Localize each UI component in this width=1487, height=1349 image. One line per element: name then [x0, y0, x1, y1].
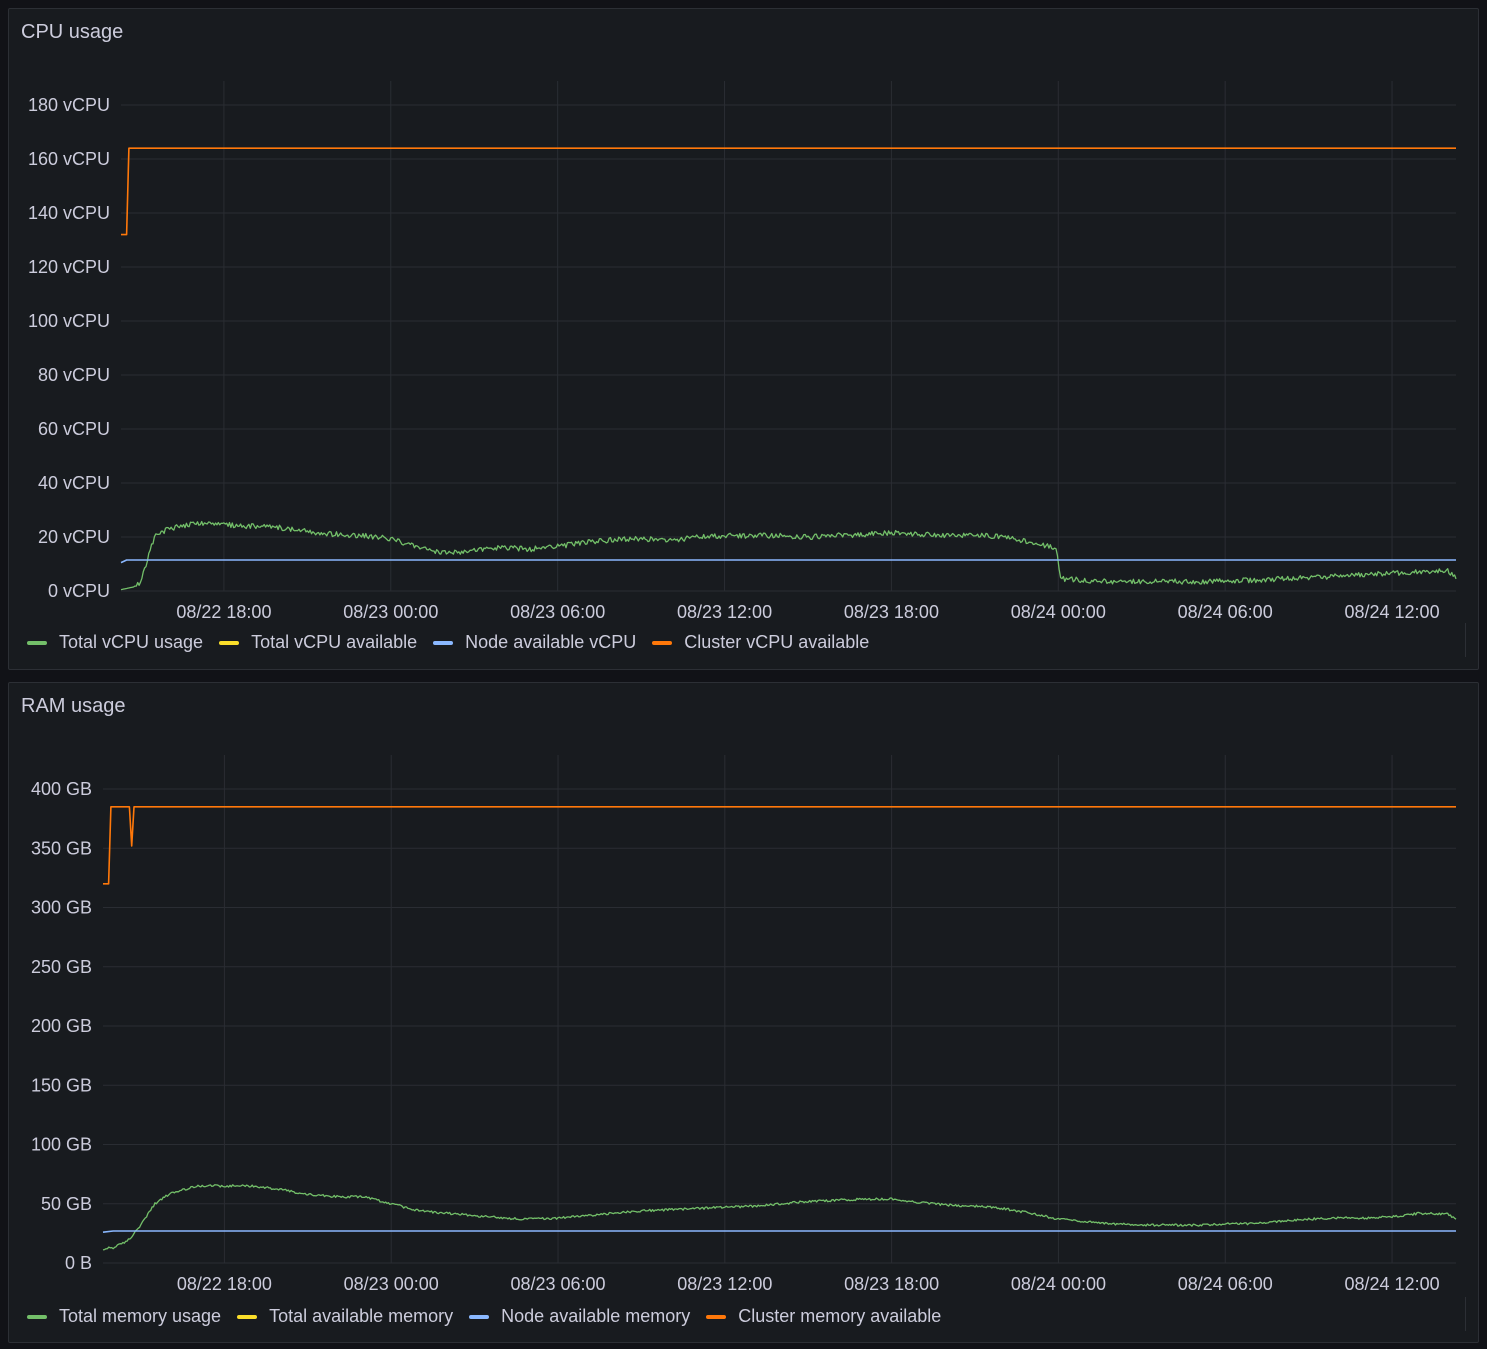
legend-item-total-vcpu-available[interactable]: Total vCPU available — [219, 632, 417, 653]
y-tick-label: 160 vCPU — [28, 149, 110, 169]
y-tick-label: 50 GB — [41, 1194, 92, 1214]
legend-swatch — [219, 640, 240, 645]
legend-label: Node available vCPU — [465, 632, 637, 652]
legend-swatch — [27, 1314, 47, 1319]
legend-divider — [1465, 623, 1466, 657]
panel-title[interactable]: RAM usage — [21, 695, 126, 717]
legend: Total memory usage Total available memor… — [27, 1306, 957, 1327]
y-tick-label: 60 vCPU — [38, 419, 110, 439]
x-tick-label: 08/23 06:00 — [510, 1274, 605, 1294]
y-tick-label: 250 GB — [31, 957, 92, 977]
legend-label: Node available memory — [501, 1306, 691, 1326]
y-tick-label: 40 vCPU — [38, 473, 110, 493]
legend-item-total-memory-usage[interactable]: Total memory usage — [27, 1306, 221, 1327]
legend-swatch — [237, 1314, 258, 1319]
series-line-total-vcpu-usage[interactable] — [120, 520, 1457, 591]
x-tick-label: 08/23 00:00 — [344, 1274, 439, 1294]
y-tick-label: 140 vCPU — [28, 203, 110, 223]
y-tick-label: 120 vCPU — [28, 257, 110, 277]
x-tick-label: 08/24 00:00 — [1011, 1274, 1106, 1294]
y-tick-label: 300 GB — [31, 898, 92, 918]
legend: Total vCPU usage Total vCPU available No… — [27, 632, 885, 653]
y-tick-label: 180 vCPU — [28, 95, 110, 115]
series-line-node-available-vcpu[interactable] — [120, 559, 1456, 564]
x-tick-label: 08/23 18:00 — [844, 1274, 939, 1294]
y-tick-label: 20 vCPU — [38, 527, 110, 547]
legend-item-node-available-vcpu[interactable]: Node available vCPU — [433, 632, 636, 653]
y-tick-label: 100 vCPU — [28, 311, 110, 331]
series-line-cluster-vcpu-available[interactable] — [121, 147, 1456, 236]
legend-label: Cluster memory available — [738, 1306, 942, 1326]
legend-item-cluster-vcpu-available[interactable]: Cluster vCPU available — [652, 632, 869, 653]
x-tick-label: 08/23 00:00 — [343, 602, 438, 622]
legend-label: Total available memory — [269, 1306, 454, 1326]
x-tick-label: 08/22 18:00 — [177, 1274, 272, 1294]
x-tick-label: 08/24 06:00 — [1178, 602, 1273, 622]
x-tick-label: 08/23 12:00 — [677, 602, 772, 622]
legend-item-total-available-memory[interactable]: Total available memory — [237, 1306, 453, 1327]
x-tick-label: 08/23 06:00 — [510, 602, 605, 622]
cpu-usage-panel: CPU usage 0 vCPU 20 vCPU 40 vCPU 60 vCPU 80 … — [8, 8, 1479, 670]
ram-usage-panel: RAM usage 0 B 50 GB 100 GB 150 GB 200 GB 250 … — [8, 682, 1479, 1343]
x-tick-label: 08/24 00:00 — [1011, 602, 1106, 622]
legend-swatch — [27, 640, 47, 645]
x-tick-label: 08/24 12:00 — [1344, 602, 1439, 622]
y-tick-label: 150 GB — [31, 1075, 92, 1095]
y-tick-label: 0 vCPU — [48, 581, 110, 601]
legend-label: Cluster vCPU available — [684, 632, 870, 652]
series-line-cluster-memory-available[interactable] — [103, 806, 1456, 885]
series-line-node-available-memory[interactable] — [102, 1230, 1456, 1233]
x-tick-label: 08/24 06:00 — [1178, 1274, 1273, 1294]
y-tick-label: 200 GB — [31, 1016, 92, 1036]
grid — [103, 755, 1456, 1264]
y-tick-label: 350 GB — [31, 838, 92, 858]
y-tick-label: 0 B — [65, 1253, 92, 1273]
x-tick-label: 08/23 12:00 — [677, 1274, 772, 1294]
ram-usage-chart: 0 B 50 GB 100 GB 150 GB 200 GB 250 GB 300 GB 35… — [31, 755, 1457, 1294]
legend-item-node-available-memory[interactable]: Node available memory — [469, 1306, 690, 1327]
panel-title[interactable]: CPU usage — [21, 21, 124, 43]
legend-swatch — [433, 640, 454, 645]
series-line-total-memory-usage[interactable] — [102, 1184, 1457, 1251]
legend-swatch — [706, 1314, 727, 1319]
cpu-usage-chart: 0 vCPU 20 vCPU 40 vCPU 60 vCPU 80 vCPU 100 vC… — [28, 81, 1457, 622]
grid — [121, 81, 1456, 592]
legend-swatch — [652, 640, 673, 645]
y-tick-label: 80 vCPU — [38, 365, 110, 385]
x-tick-label: 08/23 18:00 — [844, 602, 939, 622]
legend-divider — [1465, 1297, 1466, 1331]
legend-label: Total vCPU usage — [59, 632, 204, 652]
x-tick-label: 08/24 12:00 — [1345, 1274, 1440, 1294]
y-tick-label: 400 GB — [31, 779, 92, 799]
legend-item-total-vcpu-usage[interactable]: Total vCPU usage — [27, 632, 203, 653]
legend-label: Total memory usage — [59, 1306, 222, 1326]
legend-swatch — [469, 1314, 490, 1319]
legend-label: Total vCPU available — [251, 632, 418, 652]
y-tick-label: 100 GB — [31, 1135, 92, 1155]
legend-item-cluster-memory-available[interactable]: Cluster memory available — [706, 1306, 941, 1327]
x-tick-label: 08/22 18:00 — [176, 602, 271, 622]
